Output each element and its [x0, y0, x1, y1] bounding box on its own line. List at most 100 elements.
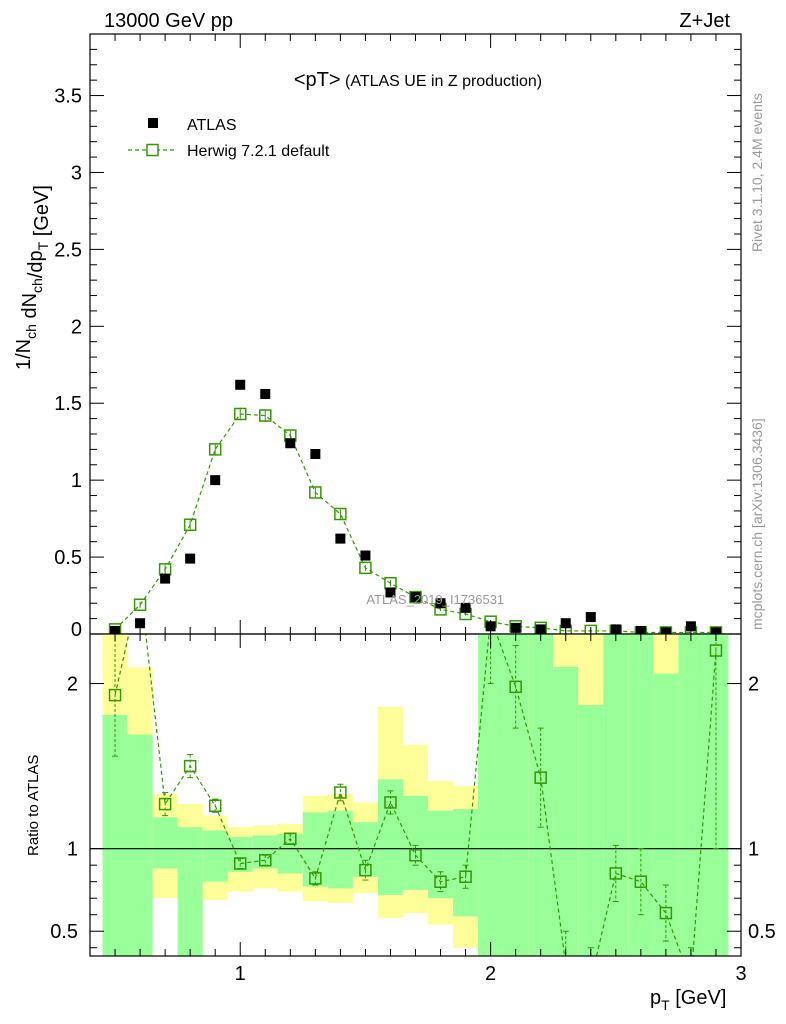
herwig-point [183, 518, 197, 532]
green-band-bin [177, 827, 203, 956]
ratio-y-tick-label-right: 2 [748, 674, 759, 696]
ratio-point-herwig [334, 786, 347, 799]
analysis-watermark: ATLAS_2019_I1736531 [366, 592, 504, 607]
green-band-bin [227, 837, 253, 872]
header-left-label: 13000 GeV pp [104, 10, 233, 32]
atlas-point [310, 449, 321, 459]
ratio-point-herwig [709, 644, 723, 657]
ratio-point-herwig [309, 872, 322, 885]
ratio-y-tick-label: 2 [67, 674, 78, 696]
herwig-point [108, 623, 122, 634]
herwig-point [359, 561, 372, 575]
rivet-version-label: Rivet 3.1.10, 2.4M events [749, 93, 765, 252]
ratio-series-line [114, 634, 717, 956]
ratio-point-herwig [233, 857, 247, 870]
ratio-point-herwig [459, 870, 472, 883]
herwig-point [334, 507, 347, 521]
ratio-point-herwig [534, 771, 547, 784]
green-band-bin [553, 667, 579, 956]
legend-atlas-marker [148, 118, 158, 128]
atlas-point [435, 598, 446, 609]
green-band-bin [678, 634, 704, 956]
ratio-point-herwig [609, 867, 623, 880]
ratio-point-herwig [183, 759, 197, 773]
herwig-point [409, 590, 422, 604]
x-tick-label: 2 [485, 963, 496, 985]
ratio-y-tick-label-right: 1 [748, 839, 759, 861]
ratio-point-herwig [208, 799, 222, 812]
atlas-point [210, 475, 221, 486]
y-tick-label: 2.5 [54, 239, 82, 261]
green-band-bin [127, 734, 153, 956]
green-band-bin [453, 809, 479, 917]
atlas-point [160, 573, 171, 584]
green-band-bin [428, 810, 454, 899]
atlas-point [285, 438, 296, 449]
atlas-point [185, 553, 196, 564]
atlas-point [585, 612, 596, 623]
mcplots-label: mcplots.cern.ch [arXiv:1306.3436] [749, 418, 765, 630]
atlas-point [385, 587, 396, 598]
green-band-bin [628, 634, 654, 956]
atlas-point [460, 602, 471, 613]
main-y-axis-label: 1/Nch dNch/dpT [GeV] [13, 185, 53, 370]
atlas-point [360, 550, 371, 561]
green-band-bin [603, 634, 629, 956]
herwig-point [233, 407, 247, 421]
atlas-point [135, 618, 146, 629]
atlas-point [235, 379, 246, 390]
x-tick-label: 3 [735, 963, 746, 985]
atlas-point [685, 621, 696, 632]
header-right-label: Z+Jet [679, 10, 730, 32]
ratio-series-herwig [108, 634, 723, 956]
herwig-point [259, 409, 272, 422]
ratio-point-herwig [659, 906, 673, 920]
ratio-point-herwig [259, 853, 272, 867]
uncertainty-bands [102, 634, 729, 956]
y-tick-label: 1 [71, 470, 82, 492]
atlas-point [560, 618, 571, 629]
ratio-y-tick-label: 0.5 [50, 921, 78, 943]
legend-herwig-marker [146, 143, 159, 157]
ratio-point-herwig [509, 680, 522, 694]
ratio-y-axis-label: Ratio to ATLAS [25, 755, 42, 856]
green-band-bin [402, 795, 429, 890]
ratio-point-herwig [158, 797, 172, 811]
ratio-y-tick-label-right: 0.5 [748, 921, 776, 943]
ratio-point-herwig [359, 863, 372, 877]
y-tick-label: 0 [71, 619, 82, 641]
y-tick-label: 0.5 [54, 547, 82, 569]
y-tick-label: 1.5 [54, 393, 82, 415]
herwig-point [208, 443, 222, 456]
green-band-bin [653, 673, 679, 956]
ratio-point-herwig [409, 849, 422, 862]
herwig-point [133, 598, 147, 612]
ratio-point-herwig [108, 688, 122, 702]
atlas-point [260, 389, 271, 399]
atlas-point [335, 533, 346, 544]
green-band-bin [152, 817, 178, 869]
y-tick-label: 3.5 [54, 86, 82, 108]
ratio-point-herwig [384, 796, 397, 809]
herwig-point [584, 624, 598, 634]
main-plot: ATLAS_2019_I1736531 0 0.5 1 1.5 2 2.5 3 3.5 <pT> … [13, 33, 742, 641]
ratio-point-herwig [634, 875, 648, 888]
green-band-bin [478, 634, 504, 956]
herwig-point [309, 486, 322, 499]
ratio-point-herwig [434, 875, 447, 888]
herwig-point [659, 626, 673, 634]
green-band-bin [578, 705, 604, 956]
x-axis-label: pT [GeV] [650, 987, 726, 1013]
y-tick-label: 2 [71, 316, 82, 338]
herwig-point [709, 626, 723, 634]
atlas-point [410, 592, 421, 603]
ratio-point-herwig [284, 832, 297, 846]
legend-herwig-label: Herwig 7.2.1 default [187, 143, 330, 160]
legend-atlas-label: ATLAS [187, 117, 237, 134]
main-plot-title: <pT> (ATLAS UE in Z production) [294, 69, 542, 91]
y-tick-label: 3 [71, 162, 82, 184]
green-band-bin [202, 830, 228, 882]
ratio-y-tick-label: 1 [67, 839, 78, 861]
